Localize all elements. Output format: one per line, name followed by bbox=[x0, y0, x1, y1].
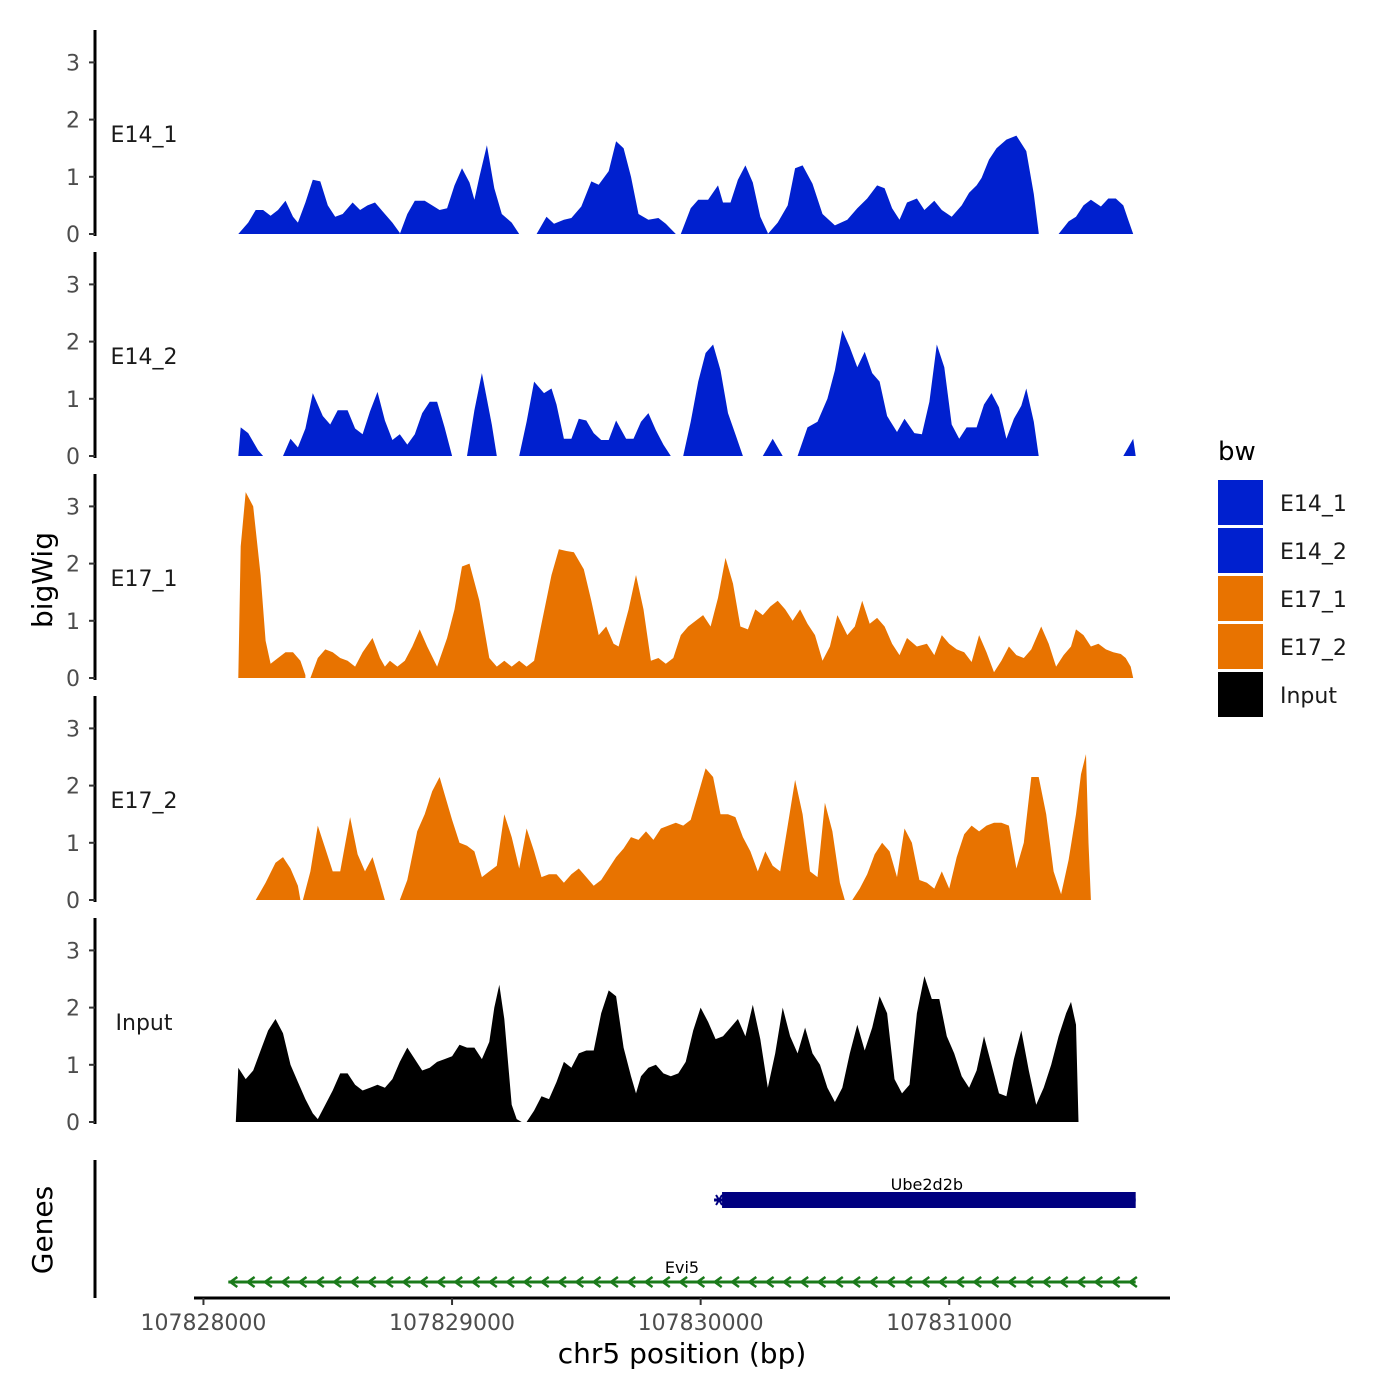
y-tick-label: 1 bbox=[66, 1054, 80, 1079]
coverage-area-E14_1 bbox=[536, 141, 676, 234]
y-axis-title: bigWig bbox=[26, 532, 59, 628]
track-label-E14_1: E14_1 bbox=[111, 123, 178, 148]
legend-swatch-E17_1 bbox=[1218, 576, 1263, 621]
coverage-area-E14_2 bbox=[467, 373, 497, 456]
coverage-area-E17_1 bbox=[310, 549, 1134, 678]
coverage-area-E17_2 bbox=[399, 768, 845, 900]
y-tick-label: 0 bbox=[66, 223, 80, 248]
panel-Input: 0 1 2 3 Input bbox=[66, 918, 1079, 1136]
coverage-area-E14_1 bbox=[1058, 198, 1134, 234]
y-tick-label: 1 bbox=[66, 166, 80, 191]
y-tick-label: 0 bbox=[66, 1111, 80, 1136]
panel-E14_2: 0 1 2 3 E14_2 bbox=[66, 252, 1136, 470]
coverage-area-E14_1 bbox=[767, 135, 1039, 234]
coverage-area-Input bbox=[235, 984, 522, 1122]
coverage-area-E14_2 bbox=[762, 438, 783, 456]
y-tick-label: 2 bbox=[66, 997, 80, 1022]
y-tick-label: 0 bbox=[66, 667, 80, 692]
panel-E14_1: 0 1 2 3 E14_1 bbox=[66, 30, 1134, 248]
genes-panel: Ube2d2b Evi5 bbox=[93, 1160, 1138, 1298]
y-tick-label: 2 bbox=[66, 775, 80, 800]
y-tick-label: 3 bbox=[66, 273, 80, 298]
track-label-E17_2: E17_2 bbox=[111, 789, 178, 814]
legend-label-E14_2: E14_2 bbox=[1280, 540, 1347, 565]
y-tick-label: 3 bbox=[66, 495, 80, 520]
x-axis-title: chr5 position (bp) bbox=[558, 1337, 807, 1370]
coverage-area-E14_2 bbox=[797, 330, 1039, 456]
y-tick-label: 0 bbox=[66, 445, 80, 470]
coverage-area-E14_2 bbox=[1123, 438, 1136, 456]
genes-axis-title: Genes bbox=[26, 1186, 59, 1274]
track-label-Input: Input bbox=[116, 1011, 173, 1036]
legend-label-Input: Input bbox=[1280, 684, 1337, 709]
y-tick-label: 3 bbox=[66, 939, 80, 964]
coverage-area-E14_2 bbox=[238, 427, 264, 456]
track-label-E14_2: E14_2 bbox=[111, 345, 178, 370]
legend-swatch-E14_2 bbox=[1218, 528, 1263, 573]
coverage-area-E14_2 bbox=[519, 381, 671, 456]
gene-end-mark bbox=[715, 1194, 723, 1206]
legend-swatch-E17_2 bbox=[1218, 624, 1263, 669]
coverage-area-E17_1 bbox=[238, 492, 306, 678]
track-label-E17_1: E17_1 bbox=[111, 567, 178, 592]
y-tick-label: 1 bbox=[66, 388, 80, 413]
y-tick-label: 1 bbox=[66, 610, 80, 635]
strand-arrows bbox=[228, 1275, 1138, 1289]
y-tick-label: 3 bbox=[66, 51, 80, 76]
legend-label-E14_1: E14_1 bbox=[1280, 492, 1347, 517]
coverage-area-E17_2 bbox=[302, 817, 385, 900]
x-tick-label: 107828000 bbox=[140, 1311, 266, 1336]
x-tick-label: 107831000 bbox=[886, 1311, 1012, 1336]
legend-label-E17_2: E17_2 bbox=[1280, 636, 1347, 661]
x-tick-label: 107829000 bbox=[389, 1311, 515, 1336]
legend-swatch-E14_1 bbox=[1218, 480, 1263, 525]
x-tick-label: 107830000 bbox=[638, 1311, 764, 1336]
coverage-area-E14_2 bbox=[683, 344, 743, 456]
panel-E17_1: 0 1 2 3 E17_1 bbox=[66, 474, 1134, 692]
coverage-area-E14_1 bbox=[680, 165, 768, 234]
y-tick-label: 2 bbox=[66, 109, 80, 134]
gene-label: Ube2d2b bbox=[891, 1175, 963, 1194]
panel-E17_2: 0 1 2 3 E17_2 bbox=[66, 696, 1091, 914]
legend-label-E17_1: E17_1 bbox=[1280, 588, 1347, 613]
y-tick-label: 2 bbox=[66, 331, 80, 356]
track-panels: 0 1 2 3 E14_1 0 1 2 3 E14_2 0 1 2 3 E17_1 0 1 2 3 E17_2 0 1 2 3… bbox=[66, 30, 1136, 1136]
legend-title: bw bbox=[1218, 437, 1256, 467]
y-tick-label: 2 bbox=[66, 553, 80, 578]
legend-swatch-Input bbox=[1218, 672, 1263, 717]
coverage-area-Input bbox=[526, 976, 1079, 1122]
x-axis: 107828000 107829000 107830000 107831000 bbox=[140, 1296, 1170, 1336]
coverage-area-E17_2 bbox=[255, 857, 301, 900]
coverage-area-E14_1 bbox=[399, 145, 520, 234]
y-tick-label: 3 bbox=[66, 717, 80, 742]
y-tick-label: 1 bbox=[66, 832, 80, 857]
coverage-area-E14_2 bbox=[283, 391, 453, 456]
legend: bw E14_1 E14_2 E17_1 E17_2 Input bbox=[1218, 437, 1347, 717]
coverage-area-E14_1 bbox=[238, 179, 400, 234]
gene-label: Evi5 bbox=[665, 1258, 699, 1277]
gene-Ube2d2b: Ube2d2b bbox=[714, 1175, 1136, 1208]
gene-Evi5: Evi5 bbox=[228, 1258, 1138, 1289]
y-tick-label: 0 bbox=[66, 889, 80, 914]
coverage-area-E17_2 bbox=[852, 754, 1091, 900]
